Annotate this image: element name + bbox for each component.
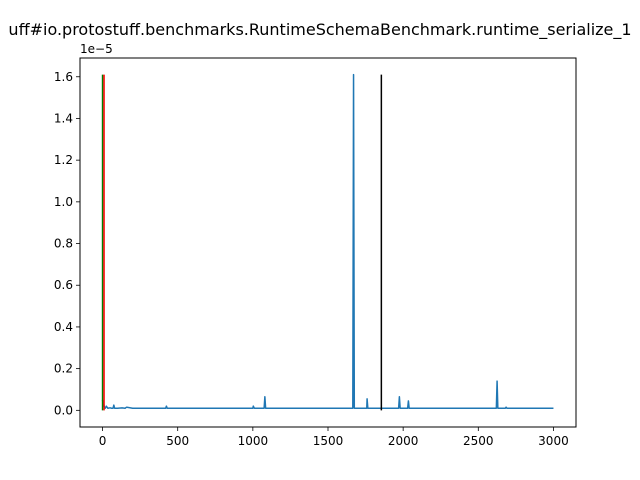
y-tick-label: 1.6 xyxy=(54,70,73,84)
x-tick-label: 3000 xyxy=(538,434,569,448)
y-tick-label: 0.6 xyxy=(54,278,73,292)
x-tick-label: 1000 xyxy=(238,434,269,448)
y-tick-label: 0.8 xyxy=(54,237,73,251)
y-tick-label: 1.4 xyxy=(54,111,73,125)
x-tick-label: 2500 xyxy=(463,434,494,448)
series-line-0 xyxy=(101,73,554,409)
x-axis: 0 500 1000 1500 2000 2500 3000 xyxy=(99,427,569,448)
x-tick-label: 2000 xyxy=(388,434,419,448)
y-tick-label: 0.0 xyxy=(54,403,73,417)
y-tick-label: 1.2 xyxy=(54,153,73,167)
y-tick-label: 1.0 xyxy=(54,195,73,209)
x-tick-label: 500 xyxy=(166,434,189,448)
y-offset-label: 1e−5 xyxy=(80,42,113,56)
x-tick-label: 1500 xyxy=(313,434,344,448)
chart-title: uff#io.protostuff.benchmarks.RuntimeSche… xyxy=(8,20,631,40)
x-tick-label: 0 xyxy=(99,434,107,448)
axes-frame xyxy=(79,57,577,428)
y-axis: 0.0 0.2 0.4 0.6 0.8 1.0 1.2 1.4 1.6 xyxy=(54,70,80,417)
plot-area xyxy=(101,73,554,411)
y-tick-label: 0.2 xyxy=(54,362,73,376)
y-tick-label: 0.4 xyxy=(54,320,73,334)
